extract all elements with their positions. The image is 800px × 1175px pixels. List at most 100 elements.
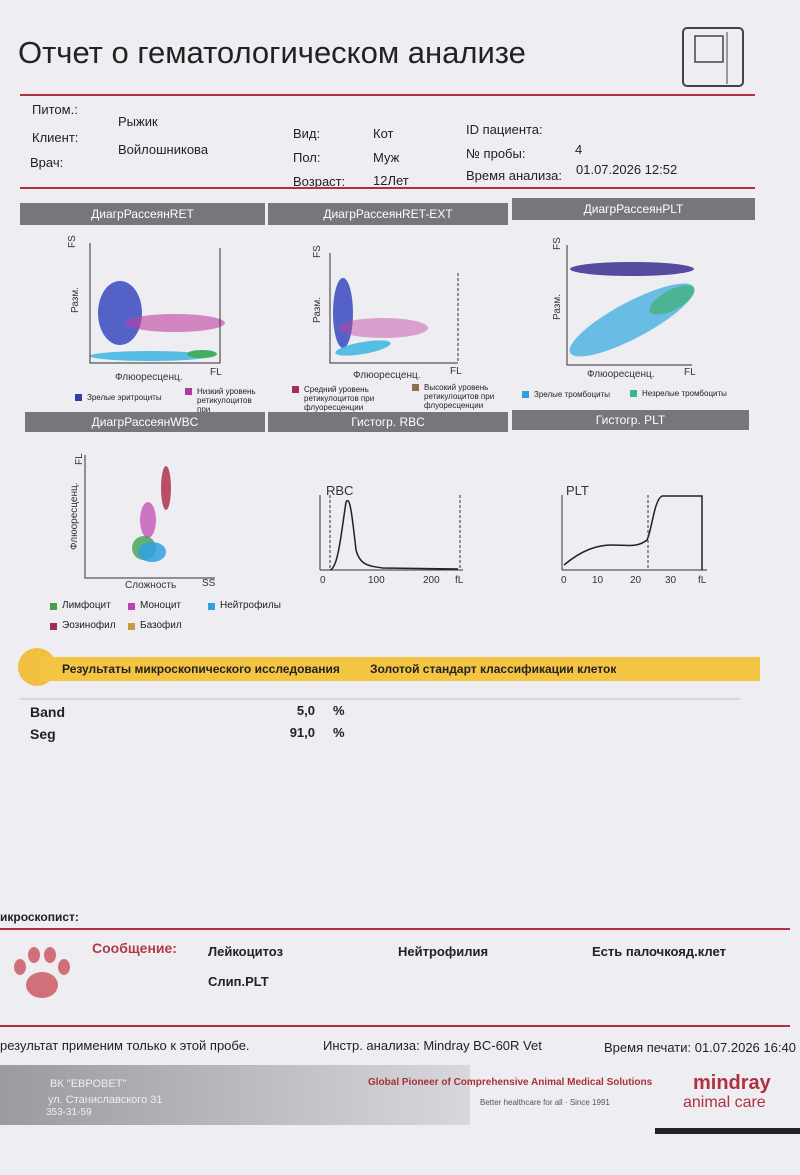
label: Врач: [30,155,64,170]
tick-label: 30 [665,575,677,586]
legend-item: Эозинофил [50,620,116,631]
value: 12Лет [373,173,409,188]
legend-text: Зрелые тромбоциты [534,390,611,399]
slogan: Global Pioneer of Comprehensive Animal M… [368,1077,653,1088]
legend-item: Моноцит [128,600,181,611]
legend-item: Лимфоцит [50,600,111,611]
scatter-wbc: FL Флюоресценц. Сложность SS [69,453,216,591]
tick-label: fL [455,575,464,586]
footer-note: результат применим только к этой пробе. [0,1038,250,1053]
panel-title: Гистогр. RBC [268,412,508,432]
rule [0,1025,790,1027]
axis-label: Разм. [552,294,563,320]
axis-label: Флюоресценц. [587,369,655,380]
axis-label: Сложность [125,580,176,591]
message-label: Сообщение: [92,940,177,956]
label: Клиент: [32,130,79,145]
axis-label: FL [684,367,696,378]
legend-text: Базофил [140,620,182,631]
cell-value: 5,0 [296,703,315,718]
legend-text: Незрелые тромбоциты [642,389,727,398]
cell-name: Seg [30,726,56,742]
label: Питом.: [32,102,78,117]
scatter-ret-ext: FS Разм. Флюоресценц. FL [312,245,462,381]
message-item: Нейтрофилия [398,944,489,959]
tick-label: 0 [320,575,326,586]
axis-label: FS [67,235,78,248]
title: Отчет о гематологическом анализе [18,35,526,70]
section-bar [40,657,760,681]
axis-label: Флюоресценц. [69,483,80,551]
phone: 353-31-59 [46,1107,92,1118]
message-item: Слип.PLT [208,974,269,989]
message-item: Есть палочкояд.клет [592,944,726,959]
footer-print-time: Время печати: 01.07.2026 16:40 [604,1040,796,1055]
value: Муж [373,150,400,165]
legend-text: Эозинофил [62,620,116,631]
rule [0,928,790,930]
footer-instrument: Инстр. анализа: Mindray BC-60R Vet [323,1038,542,1053]
address: ул. Станиславского 31 [48,1094,163,1106]
axis-label: Разм. [312,297,323,323]
axis-label: FL [450,366,462,377]
brand-sub: animal care [683,1094,766,1111]
axis-label: FS [552,237,563,250]
legend-text: Моноцит [140,600,181,611]
panel-title: Гистогр. PLT [512,410,749,430]
tick-label: 100 [368,575,385,586]
axis-label: SS [202,578,216,589]
legend-item: Зрелые эритроциты [75,393,162,402]
hist-label: RBC [326,483,353,498]
hist-label: PLT [566,483,589,498]
axis-label: Разм. [70,287,81,313]
cell-value: 91,0 [289,725,315,740]
legend-item: Средний уровень ретикулоцитов при флуоре… [292,385,377,412]
tick-label: 10 [592,575,604,586]
axis-label: Флюоресценц. [115,372,183,383]
legend-item: Зрелые тромбоциты [522,390,610,399]
legend-item: Нейтрофилы [208,600,281,611]
legend-text: Высокий уровень ретикулоцитов при флуоре… [424,383,495,410]
legend-item: Базофил [128,620,182,631]
rule [655,1128,800,1134]
section-title: Результаты микроскопического исследовани… [62,662,340,676]
clinic: ВК "ЕВРОВЕТ" [50,1078,127,1090]
cell-unit: % [333,703,345,718]
paw-icon [14,947,70,998]
footer-band [0,1065,470,1125]
tagline: Better healthcare for all · Since 1991 [480,1098,610,1107]
axis-label: Флюоресценц. [353,370,421,381]
tick-label: 20 [630,575,642,586]
legend-item: Высокий уровень ретикулоцитов при флуоре… [412,383,497,410]
panel-title: ДиагрРассеянWBC [25,412,265,432]
label: № пробы: [466,146,526,161]
rule [20,698,740,700]
value: Войлошникова [118,142,209,157]
scatter-ret: FS Разм. Флюоресценц. FL [67,235,225,383]
tick-label: fL [698,575,707,586]
axis-label: FL [74,453,85,465]
axis-label: FS [312,245,323,258]
histogram-rbc: RBC 0 100 200 fL [319,483,464,586]
brand: mindray [693,1072,771,1094]
panel-title: ДиагрРассеянPLT [512,198,755,220]
microscopist: икроскопист: [0,910,79,924]
legend-item: Незрелые тромбоциты [630,389,727,398]
legend-text: Лимфоцит [62,600,111,611]
legend-text: Зрелые эритроциты [87,393,162,402]
histogram-plt: PLT 0 10 20 30 fL [561,483,707,586]
legend-text: Нейтрофилы [220,600,281,611]
legend-text: Средний уровень ретикулоцитов при флуоре… [304,385,375,412]
label: Время анализа: [466,168,563,183]
rule [20,94,755,96]
panel-title: ДиагрРассеянRET-EXT [268,203,508,225]
value: 01.07.2026 12:52 [576,162,678,177]
message-item: Лейкоцитоз [208,944,284,959]
tick-label: 200 [423,575,440,586]
label: Пол: [293,150,321,165]
cell-name: Band [30,704,65,720]
analyzer-icon [682,27,744,87]
label: Возраст: [293,174,346,189]
axis-label: FL [210,367,222,378]
cell-unit: % [333,725,345,740]
